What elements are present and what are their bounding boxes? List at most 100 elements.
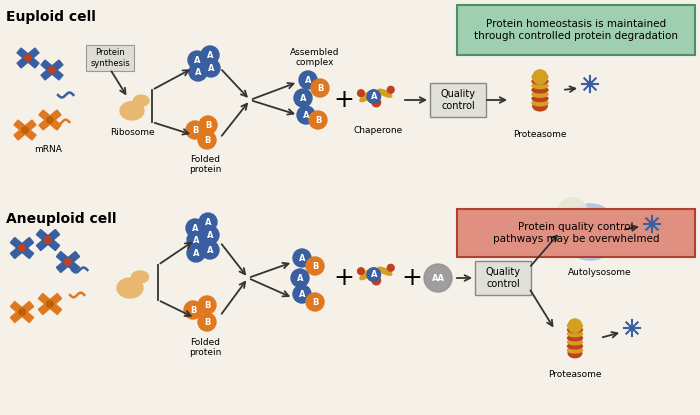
Circle shape [64, 259, 71, 265]
FancyArrow shape [38, 301, 52, 315]
Circle shape [562, 204, 618, 260]
Text: A: A [206, 246, 214, 254]
Text: A: A [204, 217, 211, 227]
Text: B: B [204, 300, 210, 310]
FancyArrow shape [20, 302, 34, 315]
Ellipse shape [532, 96, 548, 102]
Circle shape [47, 301, 53, 308]
Circle shape [186, 121, 204, 139]
Ellipse shape [532, 100, 548, 106]
FancyArrow shape [41, 68, 54, 80]
Text: mRNA: mRNA [34, 145, 62, 154]
Text: Folded
protein: Folded protein [189, 338, 221, 357]
FancyArrow shape [38, 293, 52, 307]
Circle shape [201, 226, 219, 244]
Text: Folded
protein: Folded protein [189, 155, 221, 174]
Text: A: A [206, 51, 214, 59]
Text: Aneuploid cell: Aneuploid cell [6, 212, 116, 226]
Text: Assembled
complex: Assembled complex [290, 48, 340, 67]
Circle shape [533, 70, 547, 84]
Ellipse shape [532, 87, 548, 93]
Circle shape [593, 226, 601, 234]
Text: A: A [300, 93, 307, 103]
Circle shape [199, 116, 217, 134]
Circle shape [358, 90, 365, 97]
Circle shape [198, 296, 216, 314]
Ellipse shape [568, 347, 582, 353]
FancyBboxPatch shape [475, 261, 531, 295]
Circle shape [311, 79, 329, 97]
Circle shape [367, 268, 381, 281]
Ellipse shape [378, 89, 392, 97]
Circle shape [584, 220, 592, 227]
Circle shape [201, 46, 219, 64]
FancyArrow shape [23, 120, 36, 132]
Circle shape [557, 198, 587, 227]
Ellipse shape [568, 323, 582, 329]
Circle shape [306, 293, 324, 311]
Circle shape [424, 264, 452, 292]
Circle shape [568, 319, 582, 332]
FancyArrow shape [36, 229, 50, 242]
Text: +: + [334, 266, 354, 290]
FancyArrow shape [46, 237, 60, 251]
FancyArrow shape [48, 117, 61, 130]
Ellipse shape [360, 90, 376, 102]
Text: Euploid cell: Euploid cell [6, 10, 96, 24]
FancyArrow shape [50, 60, 63, 72]
Circle shape [25, 55, 32, 61]
Circle shape [198, 313, 216, 331]
Text: B: B [312, 261, 318, 271]
Text: Autolysosome: Autolysosome [568, 268, 632, 277]
FancyArrow shape [20, 237, 34, 251]
FancyArrow shape [14, 120, 27, 132]
Text: B: B [312, 298, 318, 307]
Circle shape [580, 231, 590, 242]
Ellipse shape [360, 268, 376, 280]
Circle shape [186, 219, 204, 237]
FancyBboxPatch shape [457, 5, 695, 55]
FancyArrow shape [26, 48, 39, 61]
Text: Quality
control: Quality control [486, 267, 521, 289]
FancyArrow shape [57, 259, 70, 273]
FancyArrow shape [14, 127, 27, 140]
Circle shape [187, 244, 205, 262]
Circle shape [595, 237, 602, 244]
FancyArrow shape [39, 117, 52, 130]
Circle shape [19, 309, 25, 315]
Circle shape [201, 241, 219, 259]
Circle shape [358, 268, 365, 275]
Circle shape [372, 98, 381, 107]
Text: Protein quality control
pathways may be overwhelmed: Protein quality control pathways may be … [493, 222, 659, 244]
Ellipse shape [120, 102, 144, 120]
Circle shape [372, 276, 381, 285]
Text: A: A [304, 76, 312, 85]
FancyArrow shape [20, 245, 34, 259]
Circle shape [387, 264, 394, 271]
Circle shape [387, 86, 394, 93]
Text: B: B [190, 305, 196, 315]
Circle shape [293, 285, 311, 303]
Circle shape [189, 63, 207, 81]
Text: A: A [193, 235, 200, 244]
Text: A: A [302, 110, 309, 120]
FancyArrow shape [10, 302, 24, 315]
FancyBboxPatch shape [86, 45, 134, 71]
Circle shape [22, 127, 28, 133]
Circle shape [294, 89, 312, 107]
Ellipse shape [532, 83, 548, 88]
Text: A: A [370, 92, 377, 101]
FancyArrow shape [36, 237, 50, 251]
FancyBboxPatch shape [430, 83, 486, 117]
Text: Proteasome: Proteasome [548, 370, 602, 379]
Ellipse shape [532, 91, 548, 97]
FancyArrow shape [20, 310, 34, 322]
FancyArrow shape [66, 251, 80, 264]
Text: A: A [299, 290, 305, 298]
FancyArrow shape [17, 56, 30, 68]
Text: A: A [208, 63, 214, 73]
FancyArrow shape [10, 310, 24, 322]
Circle shape [202, 59, 220, 77]
Circle shape [291, 269, 309, 287]
Text: Quality
control: Quality control [440, 89, 475, 111]
